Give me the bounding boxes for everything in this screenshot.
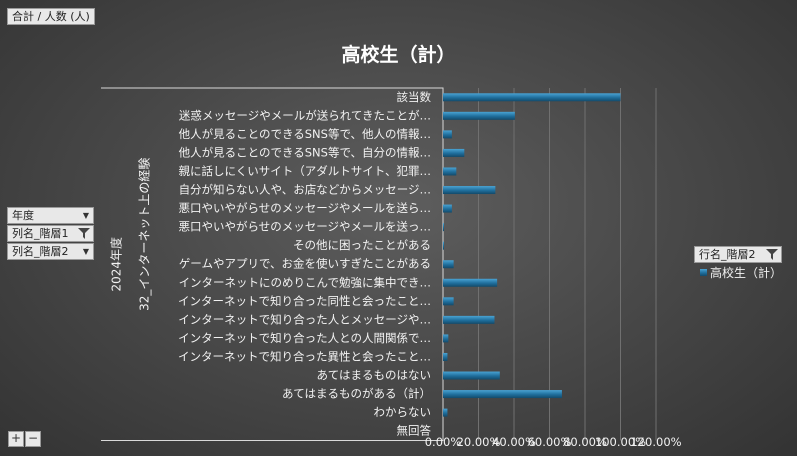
category-label: インターネットで知り合った人との人間関係で…	[178, 331, 431, 345]
bar	[443, 93, 621, 102]
filter-column-level2-label: 列名_階層2	[12, 245, 69, 258]
bar	[443, 334, 449, 343]
bar	[443, 148, 465, 157]
category-label: 他人が見ることのできるSNS等で、他人の情報…	[179, 127, 431, 141]
category-label: あてはまるものがある（計）	[282, 387, 431, 401]
category-label: わからない	[374, 405, 432, 419]
bar	[443, 352, 448, 361]
bar	[443, 297, 454, 306]
category-label: 無回答	[397, 424, 432, 438]
bar	[443, 241, 444, 250]
row-field-button[interactable]: 行名_階層2	[694, 246, 782, 263]
category-label: 親に話しにくいサイト（アダルトサイト、犯罪…	[178, 164, 431, 178]
group-label-year: 2024年度	[109, 237, 124, 292]
bar	[443, 204, 452, 213]
category-label: ゲームやアプリで、お金を使いすぎたことがある	[179, 257, 431, 271]
legend-entry: 高校生（計）	[710, 265, 782, 280]
category-label: 悪口やいやがらせのメッセージやメールを送ら…	[178, 201, 431, 215]
bar	[443, 223, 444, 232]
bar	[443, 315, 495, 324]
category-label: インターネットで知り合った異性と会ったこと…	[178, 349, 431, 363]
chart-title: 高校生（計）	[341, 44, 456, 66]
bar	[443, 167, 457, 176]
x-tick-label: 80.00%	[563, 435, 607, 449]
bar	[443, 390, 562, 399]
x-tick-label: 100.00%	[595, 435, 646, 449]
value-field-button[interactable]: 合計 / 人数 (人)	[7, 8, 95, 25]
x-tick-label: 60.00%	[528, 435, 572, 449]
filter-column-level1-label: 列名_階層1	[12, 227, 69, 240]
category-label: インターネットで知り合った人とメッセージや…	[178, 312, 431, 326]
x-tick-label: 0.00%	[425, 435, 462, 449]
bar	[443, 371, 500, 380]
bar	[443, 278, 498, 287]
bar	[443, 408, 448, 417]
category-label: インターネットにのめりこんで勉強に集中でき…	[179, 275, 431, 289]
collapse-button[interactable]: −	[25, 431, 41, 447]
bar	[443, 260, 454, 269]
bar	[443, 130, 452, 139]
legend-swatch	[700, 269, 707, 276]
x-tick-label: 20.00%	[457, 435, 501, 449]
filter-icon	[78, 228, 90, 243]
category-label: 他人が見ることのできるSNS等で、自分の情報…	[179, 145, 431, 159]
filter-icon	[766, 249, 778, 264]
x-tick-label: 40.00%	[492, 435, 536, 449]
x-tick-label: 120.00%	[630, 435, 681, 449]
group-label-section: 32_インターネット上の経験	[137, 158, 152, 311]
filter-column-level2-button[interactable]: 列名_階層2 ▼	[7, 243, 94, 260]
bar	[443, 186, 496, 195]
category-label: あてはまるものはない	[316, 368, 431, 382]
category-label: その他に困ったことがある	[293, 238, 431, 252]
filter-year-button[interactable]: 年度 ▼	[7, 207, 94, 224]
filter-year-label: 年度	[12, 209, 34, 222]
category-label: 該当数	[397, 90, 432, 104]
category-label: インターネットで知り合った同性と会ったこと…	[178, 294, 431, 308]
row-field-label: 行名_階層2	[699, 248, 756, 261]
bar	[443, 111, 515, 120]
dropdown-arrow-icon: ▼	[82, 247, 89, 256]
dropdown-arrow-icon: ▼	[82, 211, 89, 220]
filter-column-level1-button[interactable]: 列名_階層1	[7, 225, 94, 242]
category-label: 自分が知らない人や、お店などからメッセージ…	[179, 183, 431, 197]
category-label: 迷惑メッセージやメールが送られてきたことが…	[179, 108, 431, 122]
expand-button[interactable]: +	[8, 431, 24, 447]
category-label: 悪口やいやがらせのメッセージやメールを送っ…	[178, 220, 431, 234]
